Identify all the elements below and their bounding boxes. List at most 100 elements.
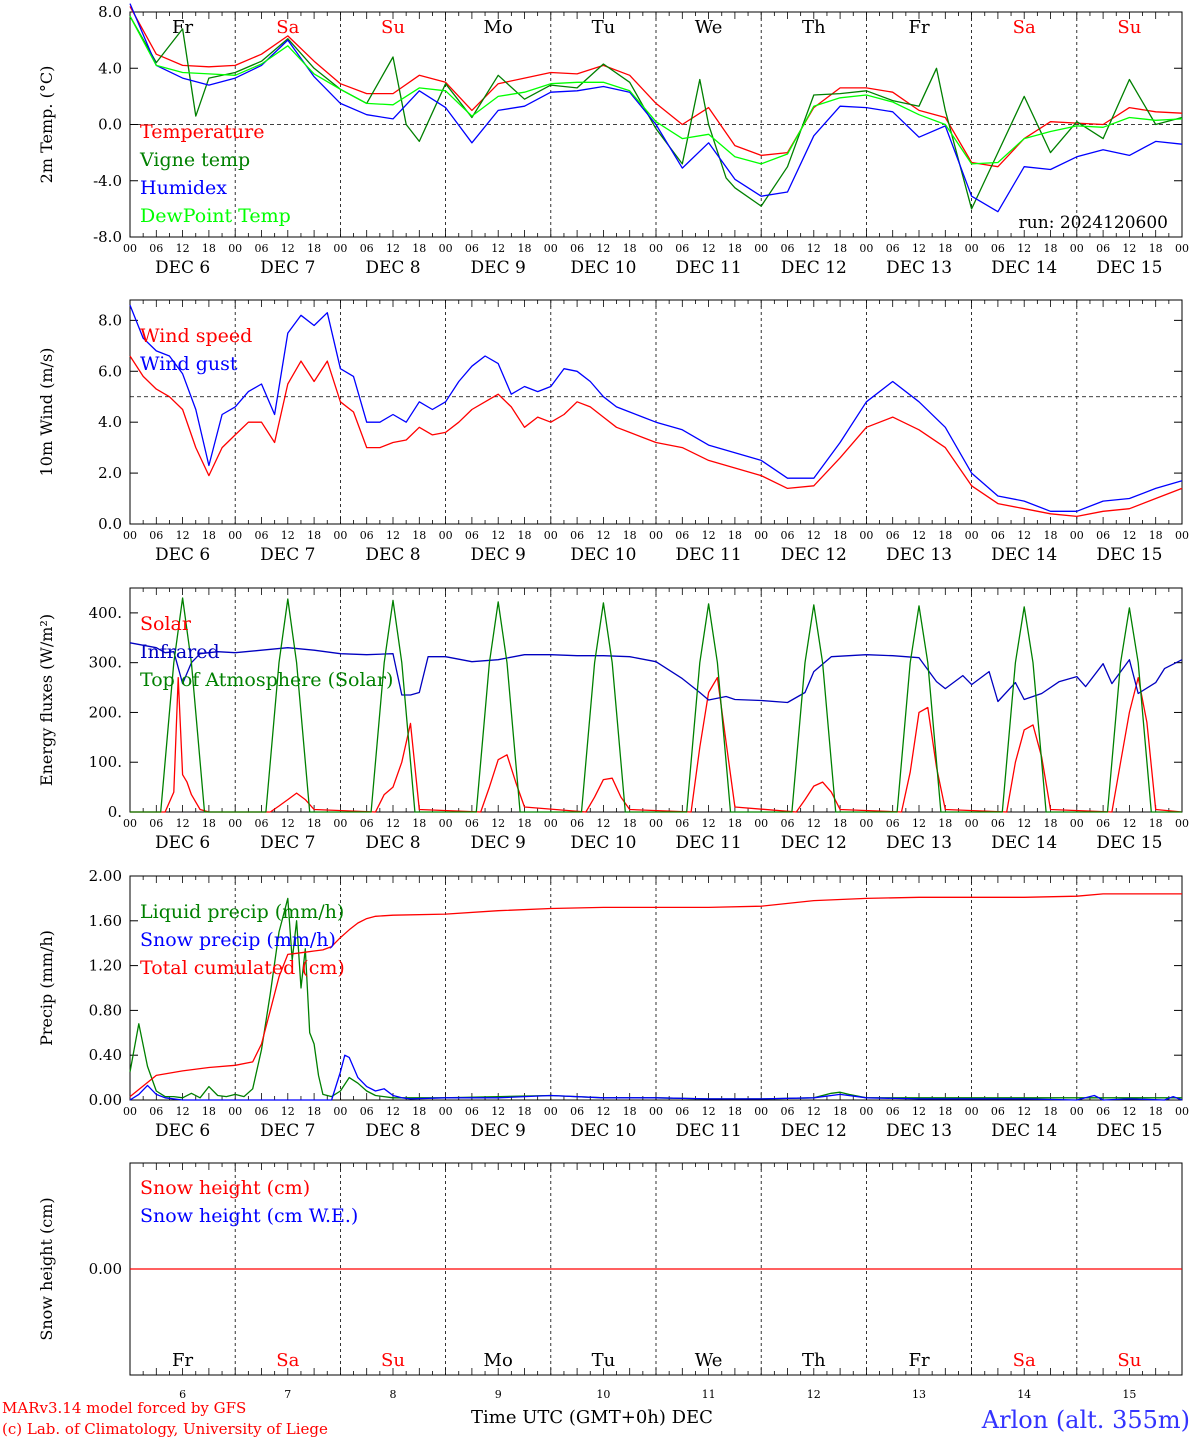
x-hour-label: 12: [491, 242, 505, 255]
x-hour-label: 00: [1175, 817, 1189, 830]
day-number-label: 13: [912, 1388, 926, 1401]
x-hour-label: 00: [859, 1105, 873, 1118]
x-day-label: DEC 12: [781, 1121, 847, 1141]
panel-2: 00 06 12 18 00 06 12 18 00 06 12 18 00 06 12 18 00 06 12 18…: [37, 299, 1189, 565]
day-number-label: 7: [284, 1388, 291, 1401]
legend-entry: Wind speed: [140, 325, 252, 347]
x-hour-label: 00: [333, 242, 347, 255]
x-hour-label: 00: [333, 817, 347, 830]
x-hour-label: 12: [912, 529, 926, 542]
weekday-label: Sa: [1013, 1350, 1036, 1371]
x-hour-label: 00: [544, 1105, 558, 1118]
x-hour-label: 12: [491, 817, 505, 830]
x-hour-label: 18: [412, 529, 426, 542]
x-hour-label: 06: [465, 817, 479, 830]
x-hour-label: 12: [281, 242, 295, 255]
x-hour-label: 00: [649, 242, 663, 255]
x-hour-label: 18: [202, 817, 216, 830]
x-hour-label: 00: [1175, 1105, 1189, 1118]
x-hour-label: 00: [1070, 529, 1084, 542]
x-hour-label: 12: [1017, 529, 1031, 542]
x-day-label: DEC 14: [991, 1121, 1057, 1141]
x-hour-label: 18: [1149, 817, 1163, 830]
x-day-label: DEC 10: [570, 545, 636, 565]
x-day-label: DEC 8: [365, 545, 420, 565]
x-day-label: DEC 8: [365, 1121, 420, 1141]
x-hour-label: 12: [702, 1105, 716, 1118]
x-hour-label: 00: [333, 529, 347, 542]
x-hour-label: 12: [281, 1105, 295, 1118]
x-hour-label: 12: [596, 529, 610, 542]
x-hour-label: 00: [649, 1105, 663, 1118]
x-hour-label: 00: [123, 242, 137, 255]
x-hour-label: 00: [859, 529, 873, 542]
x-day-label: DEC 14: [991, 833, 1057, 853]
x-hour-label: 18: [1149, 1105, 1163, 1118]
x-hour-label: 18: [1149, 242, 1163, 255]
x-day-label: DEC 12: [781, 258, 847, 278]
x-hour-label: 12: [386, 817, 400, 830]
x-hour-label: 12: [702, 242, 716, 255]
x-day-label: DEC 7: [260, 545, 315, 565]
y-tick-label: 8.0: [98, 311, 122, 329]
x-hour-label: 06: [255, 1105, 269, 1118]
x-hour-label: 00: [544, 529, 558, 542]
x-hour-label: 06: [255, 529, 269, 542]
series-line-wind-speed: [129, 355, 1183, 518]
x-hour-label: 00: [123, 529, 137, 542]
x-hour-label: 00: [965, 242, 979, 255]
x-day-label: DEC 11: [676, 833, 742, 853]
x-hour-label: 18: [623, 1105, 637, 1118]
y-tick-label: -8.0: [93, 228, 122, 246]
x-day-label: DEC 11: [676, 545, 742, 565]
x-hour-label: 18: [623, 242, 637, 255]
x-hour-label: 00: [228, 817, 242, 830]
x-hour-label: 12: [1122, 529, 1136, 542]
x-hour-label: 18: [1044, 242, 1058, 255]
legend-entry: Vigne temp: [139, 149, 250, 171]
x-day-label: DEC 15: [1096, 545, 1162, 565]
x-hour-label: 00: [1070, 817, 1084, 830]
x-hour-label: 00: [1175, 529, 1189, 542]
x-hour-label: 12: [176, 1105, 190, 1118]
x-hour-label: 06: [886, 1105, 900, 1118]
x-hour-label: 00: [228, 242, 242, 255]
x-hour-label: 00: [228, 529, 242, 542]
x-hour-label: 00: [439, 817, 453, 830]
x-hour-label: 00: [123, 1105, 137, 1118]
x-hour-label: 06: [465, 529, 479, 542]
legend-entry: DewPoint Temp: [140, 205, 291, 227]
weekday-label: Tu: [592, 17, 616, 38]
y-tick-label: 8.0: [98, 3, 122, 21]
x-day-label: DEC 10: [570, 258, 636, 278]
x-hour-label: 18: [412, 1105, 426, 1118]
x-day-label: DEC 7: [260, 1121, 315, 1141]
x-hour-label: 18: [833, 817, 847, 830]
x-hour-label: 00: [965, 817, 979, 830]
x-hour-label: 12: [702, 817, 716, 830]
x-hour-label: 18: [833, 529, 847, 542]
x-day-label: DEC 14: [991, 258, 1057, 278]
day-number-label: 8: [390, 1388, 397, 1401]
x-hour-label: 18: [833, 1105, 847, 1118]
x-hour-label: 18: [1149, 529, 1163, 542]
x-hour-label: 18: [307, 242, 321, 255]
x-day-label: DEC 10: [570, 1121, 636, 1141]
x-day-label: DEC 6: [155, 833, 210, 853]
x-hour-label: 18: [623, 529, 637, 542]
x-hour-label: 18: [938, 817, 952, 830]
y-tick-label: 0.00: [89, 1260, 122, 1278]
x-hour-label: 06: [149, 529, 163, 542]
x-hour-label: 18: [728, 242, 742, 255]
x-hour-label: 12: [1122, 242, 1136, 255]
y-tick-label: 2.0: [98, 464, 122, 482]
x-axis-label: Time UTC (GMT+0h) DEC: [471, 1407, 713, 1428]
x-hour-label: 06: [255, 817, 269, 830]
x-hour-label: 18: [728, 1105, 742, 1118]
day-number-label: 15: [1122, 1388, 1136, 1401]
panel-1: 00 06 12 18 00 06 12 18 00 06 12 18 00 06 12 18 00 06 12 18…: [37, 3, 1189, 278]
day-number-label: 9: [495, 1388, 502, 1401]
y-tick-label: 0.80: [89, 1001, 122, 1019]
x-hour-label: 06: [781, 1105, 795, 1118]
x-hour-label: 00: [965, 1105, 979, 1118]
